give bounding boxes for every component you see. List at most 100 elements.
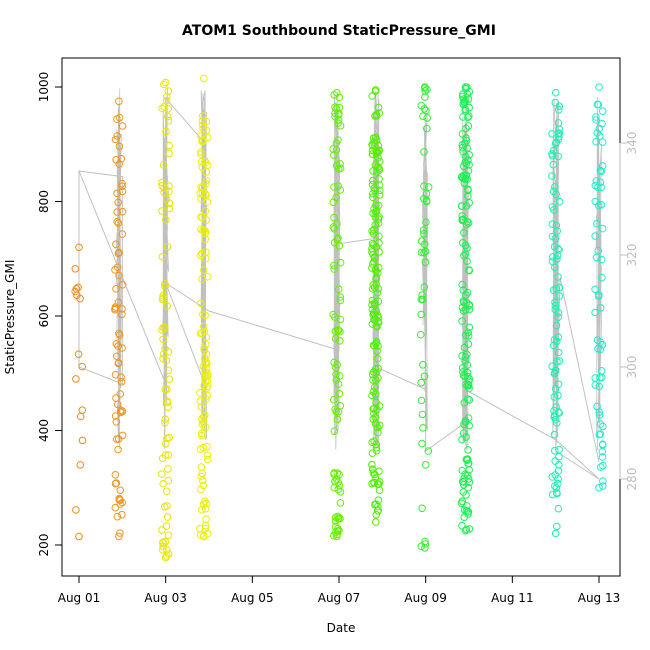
data-point	[462, 433, 470, 441]
data-point	[330, 213, 338, 222]
data-point	[596, 166, 605, 175]
data-point	[554, 106, 563, 114]
data-point	[333, 235, 342, 244]
data-point	[371, 474, 380, 482]
data-point	[550, 411, 559, 420]
data-point	[458, 521, 466, 530]
data-point	[555, 197, 564, 206]
data-point	[202, 176, 211, 185]
data-point	[331, 334, 340, 343]
data-point	[368, 227, 376, 235]
data-point	[74, 283, 82, 292]
data-point	[162, 487, 171, 496]
data-point	[164, 87, 173, 95]
data-point	[165, 182, 173, 190]
data-point	[593, 219, 601, 228]
data-point	[160, 80, 168, 89]
data-point	[369, 251, 377, 259]
data-point	[202, 168, 210, 176]
data-point	[197, 148, 205, 156]
data-point	[114, 445, 122, 454]
data-point	[111, 471, 120, 479]
data-point	[336, 488, 345, 496]
data-point	[332, 475, 341, 483]
data-point	[464, 186, 472, 195]
data-point	[421, 258, 430, 267]
data-point	[548, 220, 557, 228]
data-point	[201, 207, 210, 215]
data-point	[114, 198, 122, 207]
data-point	[550, 336, 559, 344]
data-point	[332, 408, 341, 416]
data-point	[73, 291, 81, 300]
data-point	[465, 112, 473, 120]
data-point	[422, 190, 431, 198]
data-point	[461, 353, 470, 361]
data-point	[202, 126, 211, 135]
data-point	[372, 201, 380, 209]
data-point	[595, 83, 603, 91]
data-point	[375, 421, 384, 430]
data-point	[336, 327, 344, 336]
data-point	[553, 522, 561, 531]
data-point	[374, 263, 383, 272]
data-point	[114, 342, 122, 350]
data-point	[113, 115, 121, 123]
data-point	[159, 161, 168, 169]
data-point	[118, 207, 127, 216]
data-point	[462, 525, 471, 534]
data-point	[553, 357, 561, 366]
data-point	[599, 477, 607, 485]
data-point	[462, 291, 470, 299]
data-point	[368, 285, 377, 293]
data-point	[371, 299, 379, 307]
data-point	[555, 102, 564, 110]
data-point	[555, 445, 564, 454]
data-point	[330, 183, 338, 191]
data-point	[369, 281, 378, 289]
x-tick-label: Aug 05	[231, 591, 274, 605]
data-point	[596, 463, 605, 471]
data-point	[373, 354, 382, 363]
data-point	[460, 343, 469, 352]
data-point	[163, 302, 171, 310]
data-point	[375, 157, 384, 166]
data-point	[113, 208, 121, 216]
data-point	[594, 344, 602, 353]
data-point	[333, 469, 342, 477]
data-point	[374, 148, 382, 157]
data-point	[368, 449, 377, 458]
data-point	[463, 381, 472, 390]
data-point	[371, 213, 380, 221]
data-point	[197, 431, 206, 440]
data-point	[197, 463, 206, 471]
data-point	[336, 160, 344, 168]
data-point	[371, 221, 380, 229]
y2-tick-label: 320	[625, 244, 639, 267]
data-point	[553, 227, 562, 235]
data-point	[164, 465, 172, 473]
data-point	[161, 503, 169, 511]
data-point	[424, 447, 433, 455]
data-point	[551, 301, 560, 310]
data-point	[334, 119, 342, 127]
data-point	[118, 407, 126, 416]
data-point	[160, 103, 168, 111]
data-point	[370, 312, 379, 320]
data-point	[465, 266, 474, 275]
data-point	[332, 104, 341, 113]
data-point	[330, 395, 338, 404]
data-point	[458, 497, 467, 506]
data-point	[368, 465, 377, 474]
data-point	[78, 436, 87, 445]
data-point	[460, 420, 468, 429]
y2-tick-label: 280	[625, 468, 639, 491]
data-point	[78, 406, 87, 415]
data-point	[161, 419, 169, 427]
data-point	[419, 112, 427, 120]
data-point	[374, 103, 383, 112]
data-point	[196, 397, 205, 405]
data-point	[372, 518, 380, 526]
data-point	[554, 348, 563, 357]
data-point	[423, 124, 431, 133]
